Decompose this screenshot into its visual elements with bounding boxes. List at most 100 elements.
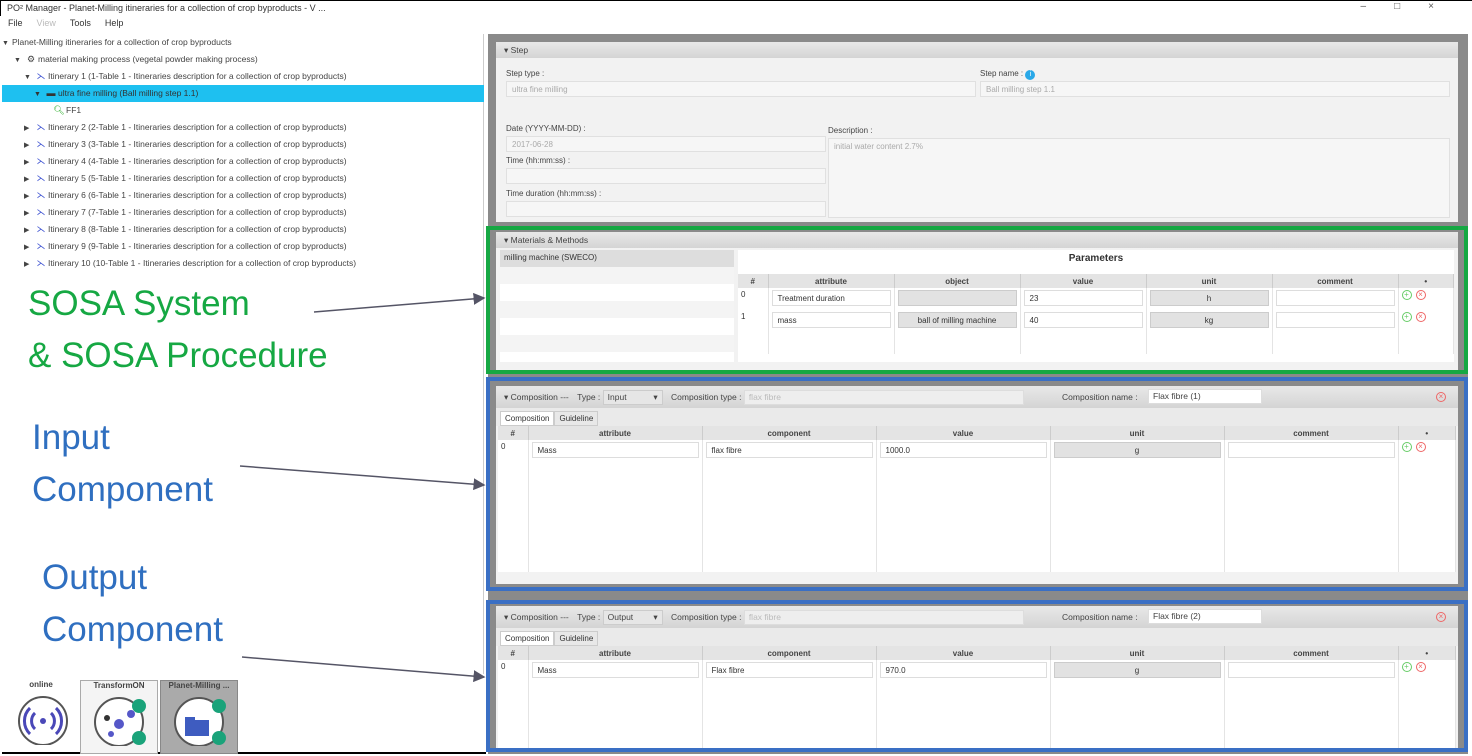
attribute-input[interactable]: mass: [771, 312, 891, 328]
dock-transformon[interactable]: TransformON: [80, 680, 158, 754]
minimize-button[interactable]: –: [1360, 1, 1395, 12]
tree-itinerary[interactable]: ▶ ⋋ Itinerary 5 (5-Table 1 - Itineraries d…: [2, 170, 484, 187]
remove-row-icon[interactable]: ×: [1415, 312, 1426, 322]
unit-button[interactable]: kg: [1149, 312, 1269, 328]
tree-itinerary[interactable]: ▶ ⋋ Itinerary 3 (3-Table 1 - Itineraries d…: [2, 136, 484, 153]
column-menu[interactable]: •: [1398, 646, 1456, 660]
tree-itinerary[interactable]: ▶ ⋋ Itinerary 4 (4-Table 1 - Itineraries d…: [2, 153, 484, 170]
tree-itinerary[interactable]: ▶ ⋋ Itinerary 2 (2-Table 1 - Itineraries d…: [2, 119, 484, 136]
remove-row-icon[interactable]: ×: [1415, 662, 1426, 672]
composition-name-field[interactable]: Flax fibre (1): [1148, 389, 1262, 404]
column-header[interactable]: comment: [1224, 646, 1399, 660]
column-menu[interactable]: •: [1398, 274, 1454, 288]
column-header[interactable]: #: [738, 274, 769, 288]
column-header[interactable]: value: [876, 426, 1051, 440]
comment-input[interactable]: [1275, 290, 1395, 306]
composition-type-field[interactable]: flax fibre: [743, 610, 1024, 625]
column-header[interactable]: #: [498, 426, 529, 440]
step-name-field[interactable]: Ball milling step 1.1: [980, 81, 1450, 97]
expand-icon[interactable]: ▶: [24, 193, 30, 200]
tree-itinerary[interactable]: ▶ ⋋ Itinerary 6 (6-Table 1 - Itineraries d…: [2, 187, 484, 204]
maximize-button[interactable]: □: [1394, 1, 1429, 12]
step-header[interactable]: ▾ Step: [496, 42, 1458, 58]
tab-composition[interactable]: Composition: [500, 631, 555, 646]
column-header[interactable]: value: [876, 646, 1051, 660]
column-header[interactable]: object: [894, 274, 1021, 288]
comment-input[interactable]: [1227, 442, 1395, 458]
component-input[interactable]: Flax fibre: [705, 662, 873, 678]
comment-input[interactable]: [1275, 312, 1395, 328]
add-row-icon[interactable]: +: [1401, 442, 1412, 452]
column-header[interactable]: value: [1020, 274, 1147, 288]
tree-itinerary[interactable]: ▶ ⋋ Itinerary 7 (7-Table 1 - Itineraries d…: [2, 204, 484, 221]
expand-icon[interactable]: ▶: [24, 176, 30, 183]
comment-input[interactable]: [1227, 662, 1395, 678]
description-field[interactable]: initial water content 2.7%: [828, 138, 1450, 218]
column-header[interactable]: component: [702, 646, 877, 660]
value-input[interactable]: 40: [1023, 312, 1143, 328]
unit-button[interactable]: h: [1149, 290, 1269, 306]
composition-name-field[interactable]: Flax fibre (2): [1148, 609, 1262, 624]
expand-icon[interactable]: ▼: [14, 57, 21, 64]
column-header[interactable]: comment: [1224, 426, 1399, 440]
composition-header[interactable]: ▾ Composition --- Type : Input ▾ Composit…: [496, 386, 1458, 408]
date-field[interactable]: 2017-06-28: [506, 136, 826, 152]
dock-planet-milling[interactable]: Planet-Milling ...: [160, 680, 238, 754]
column-header[interactable]: attribute: [528, 646, 703, 660]
menu-help[interactable]: Help: [104, 18, 124, 28]
value-input[interactable]: 970.0: [879, 662, 1047, 678]
composition-type-field[interactable]: flax fibre: [743, 390, 1024, 405]
expand-icon[interactable]: ▼: [2, 40, 9, 47]
column-header[interactable]: #: [498, 646, 529, 660]
expand-icon[interactable]: ▶: [24, 210, 30, 217]
expand-icon[interactable]: ▶: [24, 227, 30, 234]
column-header[interactable]: attribute: [768, 274, 895, 288]
value-input[interactable]: 23: [1023, 290, 1143, 306]
column-header[interactable]: component: [702, 426, 877, 440]
step-type-field[interactable]: ultra fine milling: [506, 81, 976, 97]
menu-tools[interactable]: Tools: [69, 18, 91, 28]
dock-online[interactable]: online: [2, 680, 80, 754]
window-controls[interactable]: –□×: [1361, 1, 1462, 12]
tree-root[interactable]: ▼ Planet-Milling itineraries for a collec…: [2, 34, 484, 51]
column-header[interactable]: attribute: [528, 426, 703, 440]
expand-icon[interactable]: ▶: [24, 244, 30, 251]
type-select[interactable]: Output ▾: [602, 610, 663, 625]
time-field[interactable]: [506, 168, 826, 184]
add-row-icon[interactable]: +: [1401, 312, 1412, 322]
info-icon[interactable]: i: [1025, 70, 1036, 80]
value-input[interactable]: 1000.0: [879, 442, 1047, 458]
close-button[interactable]: ×: [1428, 1, 1462, 12]
column-header[interactable]: unit: [1050, 426, 1225, 440]
remove-composition-icon[interactable]: ×: [1436, 392, 1446, 402]
add-row-icon[interactable]: +: [1401, 290, 1412, 300]
column-menu[interactable]: •: [1398, 426, 1456, 440]
tab-guideline[interactable]: Guideline: [554, 631, 599, 646]
column-header[interactable]: comment: [1272, 274, 1399, 288]
remove-composition-icon[interactable]: ×: [1436, 612, 1446, 622]
expand-icon[interactable]: ▼: [34, 91, 41, 98]
attribute-input[interactable]: Mass: [531, 662, 699, 678]
tab-composition[interactable]: Composition: [500, 411, 555, 426]
tab-guideline[interactable]: Guideline: [554, 411, 599, 426]
type-select[interactable]: Input ▾: [602, 390, 663, 405]
expand-icon[interactable]: ▼: [24, 74, 31, 81]
materials-header[interactable]: ▾ Materials & Methods: [496, 232, 1458, 248]
tree-itinerary[interactable]: ▶ ⋋ Itinerary 10 (10-Table 1 - Itineraries…: [2, 255, 484, 272]
tree-step-selected[interactable]: ▼ ▬ ultra fine milling (Ball milling step …: [2, 85, 484, 102]
composition-header[interactable]: ▾ Composition --- Type : Output ▾ Composi…: [496, 606, 1458, 628]
component-input[interactable]: flax fibre: [705, 442, 873, 458]
remove-row-icon[interactable]: ×: [1415, 442, 1426, 452]
expand-icon[interactable]: ▶: [24, 159, 30, 166]
add-row-icon[interactable]: +: [1401, 662, 1412, 672]
object-button[interactable]: ball of milling machine: [897, 312, 1017, 328]
tree-itinerary-1[interactable]: ▼ ⋋ Itinerary 1 (1-Table 1 - Itineraries d…: [2, 68, 484, 85]
attribute-input[interactable]: Mass: [531, 442, 699, 458]
column-header[interactable]: unit: [1050, 646, 1225, 660]
expand-icon[interactable]: ▶: [24, 261, 30, 268]
tree-observation[interactable]: 🔍︎FF1: [2, 102, 484, 119]
expand-icon[interactable]: ▶: [24, 142, 30, 149]
materials-list-item[interactable]: milling machine (SWECO): [500, 250, 734, 267]
menu-file[interactable]: File: [8, 18, 23, 28]
attribute-input[interactable]: Treatment duration: [771, 290, 891, 306]
